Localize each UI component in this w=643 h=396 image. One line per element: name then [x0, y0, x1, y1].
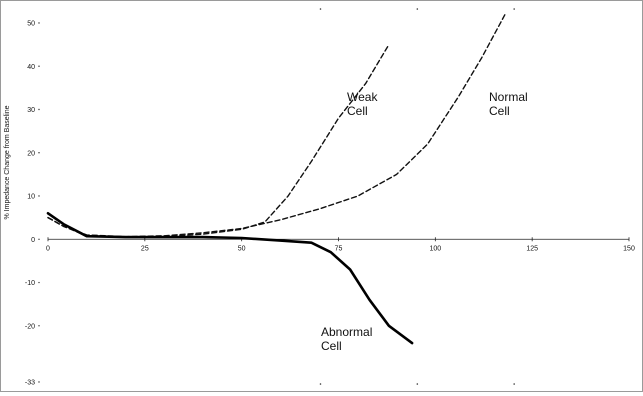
top-dot	[416, 8, 419, 10]
bottom-dot	[416, 383, 419, 385]
y-tick-mark	[38, 238, 40, 240]
y-tick-mark	[38, 281, 40, 284]
series-label-1: Normal	[489, 90, 528, 104]
x-tick-label: 25	[141, 245, 149, 252]
series-label-1: Cell	[489, 104, 510, 118]
x-tick-label: 150	[623, 245, 635, 252]
y-tick-label: 30	[27, 107, 35, 114]
x-tick-label: 125	[526, 245, 538, 252]
series-label-0: Weak	[347, 90, 378, 104]
y-tick-mark	[38, 195, 40, 197]
x-tick-label: 75	[335, 245, 343, 252]
top-dot	[513, 8, 515, 10]
series-line-0	[47, 43, 390, 238]
y-axis-title: % Impedance Change from Baseline	[4, 105, 11, 219]
y-tick-mark	[38, 22, 40, 24]
y-tick-label: 40	[27, 64, 35, 71]
bottom-dot	[319, 383, 322, 385]
y-tick-mark	[38, 108, 40, 111]
y-tick-label: 50	[27, 21, 35, 28]
y-tick-label: 10	[27, 194, 35, 201]
series-label-2: Cell	[321, 339, 342, 353]
y-tick-label: -10	[25, 280, 35, 287]
series-lines	[46, 13, 506, 345]
y-tick-label: -20	[25, 323, 35, 330]
series-line-2	[46, 212, 414, 345]
y-tick-label: 20	[27, 150, 35, 157]
bottom-dot	[513, 383, 515, 385]
y-tick-label: -33	[25, 380, 35, 387]
series-label-0: Cell	[347, 104, 368, 118]
top-dot	[319, 8, 322, 10]
series-label-2: Abnormal	[321, 325, 372, 339]
y-tick-label: 0	[31, 237, 35, 244]
y-tick-mark	[38, 152, 40, 154]
y-tick-mark	[38, 381, 40, 383]
series-line-1	[47, 13, 506, 238]
x-tick-label: 100	[429, 245, 441, 252]
y-tick-mark	[38, 325, 40, 327]
x-tick-label: 0	[46, 245, 50, 252]
y-tick-mark	[38, 65, 40, 67]
x-tick-label: 50	[238, 245, 246, 252]
